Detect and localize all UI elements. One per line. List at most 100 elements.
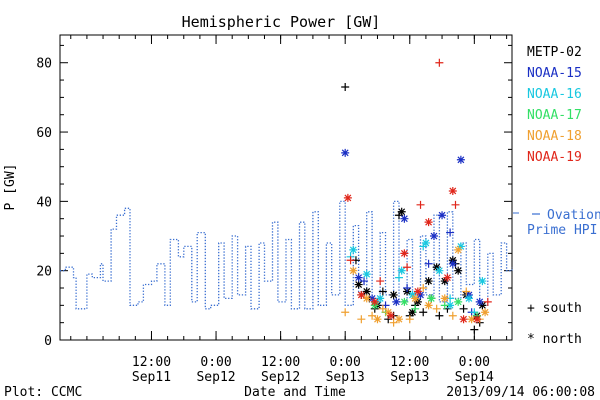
- x-tick-label-time: 12:00: [132, 355, 171, 370]
- x-tick-label-date: Sep12: [196, 370, 235, 385]
- noaa-18-south-point: [341, 308, 350, 317]
- noaa-15-north-point: [354, 273, 363, 282]
- noaa-18-south-point: [462, 287, 471, 296]
- x-tick-label-time: 12:00: [261, 355, 300, 370]
- metp-02-south-point: [470, 325, 479, 334]
- noaa-18-south-point: [448, 311, 457, 320]
- x-tick-label-time: 0:00: [200, 355, 231, 370]
- metp-02-north-point: [413, 297, 422, 306]
- noaa-19-south-point: [435, 58, 444, 67]
- noaa-16-north-point: [376, 294, 385, 303]
- noaa-19-south-point: [483, 297, 492, 306]
- noaa-16-north-point: [446, 301, 455, 310]
- noaa-19-north-point: [459, 315, 468, 324]
- noaa-17-north-point: [400, 297, 409, 306]
- legend-ovation-line2: Prime HPI: [527, 223, 597, 238]
- noaa-18-north-point: [349, 266, 358, 275]
- noaa-19-north-point: [443, 273, 452, 282]
- noaa-18-south-point: [432, 304, 441, 313]
- legend-noaa-18: NOAA-18: [527, 129, 582, 144]
- metp-02-south-point: [459, 304, 468, 313]
- noaa-19-south-point: [451, 200, 460, 209]
- metp-02-north-point: [424, 277, 433, 286]
- noaa-18-south-point: [378, 304, 387, 313]
- legend-ovation-line1: Ovation: [547, 208, 600, 223]
- noaa-18-north-point: [362, 294, 371, 303]
- plot-frame: [59, 34, 513, 341]
- y-tick-label: 0: [44, 334, 52, 349]
- noaa-15-north-point: [400, 214, 409, 223]
- noaa-18-north-point: [424, 301, 433, 310]
- noaa-15-north-point: [368, 294, 377, 303]
- noaa-18-north-point: [395, 315, 403, 324]
- metp-02-north-point: [354, 280, 363, 289]
- noaa-17-south-point: [440, 301, 449, 310]
- noaa-16-north-point: [464, 294, 473, 303]
- x-tick-label-date: Sep12: [261, 370, 300, 385]
- noaa-19-north-point: [413, 287, 422, 296]
- x-axis-label: Date and Time: [244, 385, 346, 400]
- x-tick-label-time: 12:00: [390, 355, 429, 370]
- noaa-18-north-point: [481, 308, 490, 317]
- noaa-19-north-point: [400, 249, 409, 258]
- noaa-15-north-point: [429, 232, 438, 241]
- noaa-15-south-point: [360, 277, 369, 286]
- chart-title: Hemispheric Power [GW]: [182, 13, 381, 31]
- legend-south-marker: + south: [527, 301, 582, 316]
- noaa-19-north-point: [343, 193, 352, 202]
- noaa-15-north-point: [475, 297, 484, 306]
- noaa-18-south-point: [368, 311, 377, 320]
- x-tick-label-date: Sep13: [326, 370, 365, 385]
- noaa-15-north-point: [456, 155, 465, 164]
- noaa-16-north-point: [397, 266, 406, 275]
- noaa-16-north-point: [435, 266, 444, 275]
- y-tick-label: 40: [36, 195, 52, 210]
- metp-02-north-point: [454, 266, 463, 275]
- metp-02-south-point: [435, 311, 444, 320]
- legend: METP-02 NOAA-15 NOAA-16 NOAA-17 NOAA-18 NOAA-…: [513, 45, 600, 347]
- noaa-18-south-point: [357, 315, 366, 324]
- metp-02-north-point: [389, 290, 398, 299]
- y-tick-label: 20: [36, 265, 52, 280]
- legend-noaa-15: NOAA-15: [527, 66, 582, 81]
- metp-02-north-point: [408, 308, 417, 317]
- satellite-data-points: [341, 58, 492, 334]
- noaa-15-north-point: [438, 211, 447, 220]
- noaa-16-north-point: [421, 238, 430, 247]
- x-axis-ticks: 12:00Sep110:00Sep1212:00Sep120:00Sep1312…: [70, 35, 508, 385]
- noaa-18-north-point: [440, 294, 449, 303]
- metp-02-north-point: [440, 277, 449, 286]
- footer-timestamp: 2013/09/14 06:00:08: [446, 385, 595, 400]
- noaa-19-south-point: [403, 263, 412, 272]
- x-tick-label-date: Sep13: [390, 370, 429, 385]
- noaa-18-north-point: [454, 245, 463, 254]
- noaa-18-south-point: [419, 284, 428, 293]
- noaa-15-south-point: [446, 228, 455, 237]
- legend-noaa-16: NOAA-16: [527, 87, 582, 102]
- noaa-19-north-point: [448, 186, 457, 195]
- noaa-15-north-point: [448, 259, 457, 268]
- noaa-18-north-point: [384, 308, 393, 317]
- noaa-19-north-point: [386, 311, 395, 320]
- noaa-18-south-point: [389, 318, 398, 327]
- noaa-19-south-point: [376, 277, 385, 286]
- noaa-19-north-point: [424, 218, 433, 227]
- legend-noaa-19: NOAA-19: [527, 150, 582, 165]
- metp-02-south-point: [419, 308, 428, 317]
- noaa-16-north-point: [478, 277, 487, 286]
- noaa-18-north-point: [467, 315, 476, 324]
- noaa-15-south-point: [403, 284, 412, 293]
- noaa-18-north-point: [373, 315, 382, 324]
- noaa-17-south-point: [411, 304, 420, 313]
- y-axis-label: P [GW]: [3, 164, 18, 211]
- noaa-19-north-point: [370, 297, 379, 306]
- noaa-15-north-point: [416, 290, 425, 299]
- y-tick-label: 80: [36, 57, 52, 72]
- metp-02-north-point: [362, 287, 371, 296]
- noaa-16-north-point: [362, 270, 371, 279]
- noaa-17-north-point: [427, 294, 436, 303]
- x-tick-label-date: Sep14: [455, 370, 494, 385]
- noaa-18-north-point: [411, 294, 420, 303]
- metp-02-north-point: [432, 263, 441, 272]
